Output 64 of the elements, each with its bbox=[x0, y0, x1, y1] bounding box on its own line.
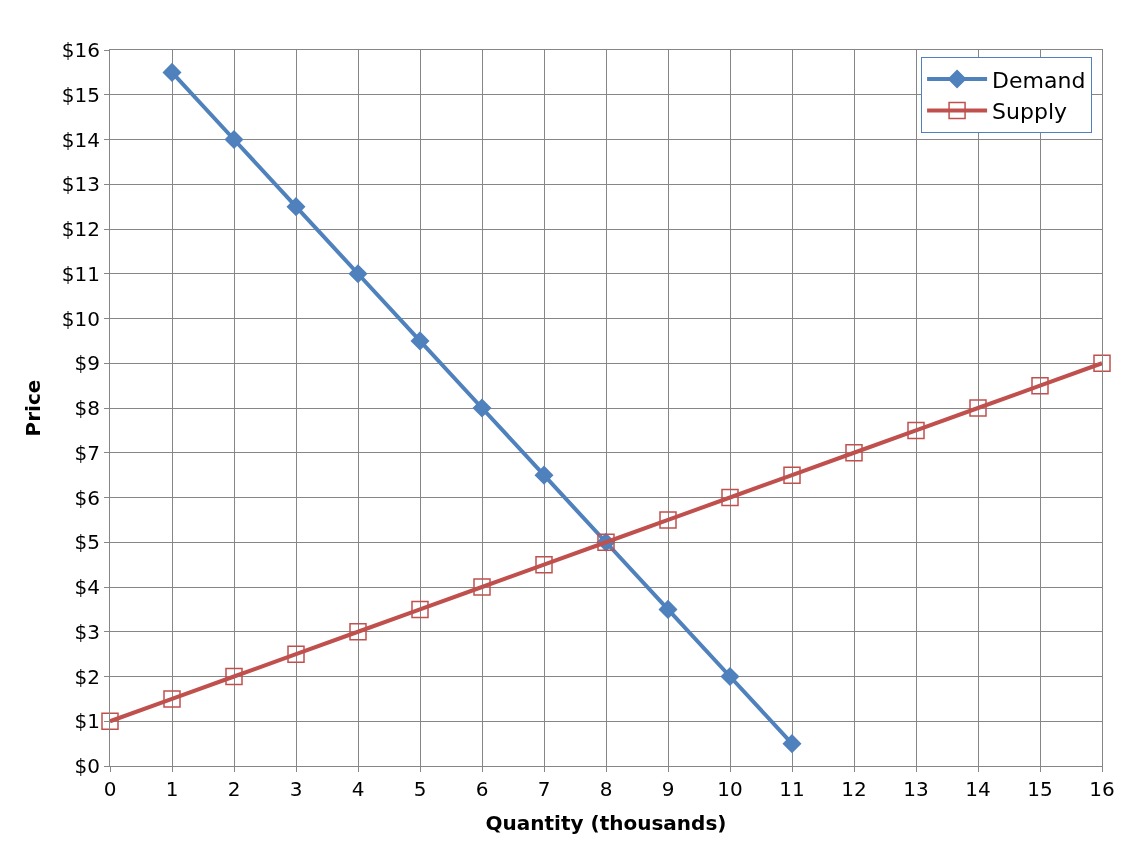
y-tick-label: $6 bbox=[74, 485, 100, 510]
x-tick-label: 5 bbox=[413, 777, 427, 801]
x-tick-label: 3 bbox=[289, 777, 303, 801]
point bbox=[224, 130, 244, 149]
point bbox=[659, 511, 677, 529]
x-tick-label: 7 bbox=[537, 777, 551, 801]
x-tick-label: 9 bbox=[661, 777, 675, 801]
x-tick-label: 12 bbox=[841, 777, 867, 801]
y-tick-label: $4 bbox=[74, 575, 100, 599]
y-tick-label: $7 bbox=[74, 440, 100, 465]
point bbox=[287, 645, 305, 663]
x-tick-label: 13 bbox=[903, 777, 929, 801]
y-tick-label: $10 bbox=[61, 306, 100, 331]
x-tick-label: 2 bbox=[227, 777, 241, 801]
point bbox=[101, 712, 119, 730]
y-tick-label: $1 bbox=[74, 709, 100, 734]
y-tick-label: $9 bbox=[74, 351, 100, 376]
point bbox=[472, 398, 492, 418]
x-tick-label: 10 bbox=[717, 777, 743, 801]
y-tick-label: $5 bbox=[74, 530, 100, 555]
y-tick-label: $14 bbox=[61, 127, 100, 152]
x-tick-label: 16 bbox=[1089, 777, 1115, 801]
y-tick-label: $16 bbox=[61, 38, 100, 62]
y-tick-label: $2 bbox=[74, 664, 100, 689]
legend-label: Supply bbox=[992, 99, 1068, 125]
x-tick-label: 1 bbox=[165, 777, 179, 801]
point bbox=[534, 465, 554, 485]
x-tick-label: 15 bbox=[1027, 777, 1053, 801]
point bbox=[721, 488, 739, 507]
x-axis-title: Quantity (thousands) bbox=[485, 810, 727, 835]
y-axis-title: Price bbox=[21, 379, 46, 437]
point bbox=[720, 667, 740, 686]
y-tick-label: $15 bbox=[61, 82, 100, 107]
y-tick-label: $3 bbox=[74, 619, 100, 644]
point bbox=[783, 466, 801, 484]
point bbox=[286, 197, 306, 216]
point bbox=[535, 555, 553, 574]
y-tick-label: $12 bbox=[61, 217, 100, 241]
point bbox=[782, 734, 802, 753]
point bbox=[225, 667, 243, 686]
y-tick-label: $11 bbox=[61, 261, 100, 286]
y-tick-label: $0 bbox=[74, 754, 100, 778]
y-tick-label: $8 bbox=[74, 396, 100, 420]
x-tick-label: 14 bbox=[965, 777, 991, 801]
x-tick-label: 4 bbox=[351, 777, 365, 801]
point bbox=[969, 399, 987, 417]
legend-label: Demand bbox=[992, 67, 1086, 93]
point bbox=[907, 421, 925, 440]
point bbox=[410, 331, 430, 351]
point bbox=[845, 444, 863, 462]
x-tick-label: 0 bbox=[103, 777, 117, 801]
point bbox=[349, 623, 367, 641]
point bbox=[658, 600, 678, 619]
point bbox=[473, 578, 491, 596]
point bbox=[1093, 354, 1111, 372]
x-tick-label: 8 bbox=[599, 777, 613, 801]
point bbox=[1031, 376, 1049, 395]
point bbox=[162, 63, 182, 82]
y-tick-label: $13 bbox=[61, 172, 100, 197]
x-tick-label: 11 bbox=[779, 777, 805, 801]
point bbox=[411, 600, 429, 619]
point bbox=[348, 264, 368, 283]
point bbox=[163, 690, 181, 708]
x-tick-label: 6 bbox=[475, 777, 489, 801]
